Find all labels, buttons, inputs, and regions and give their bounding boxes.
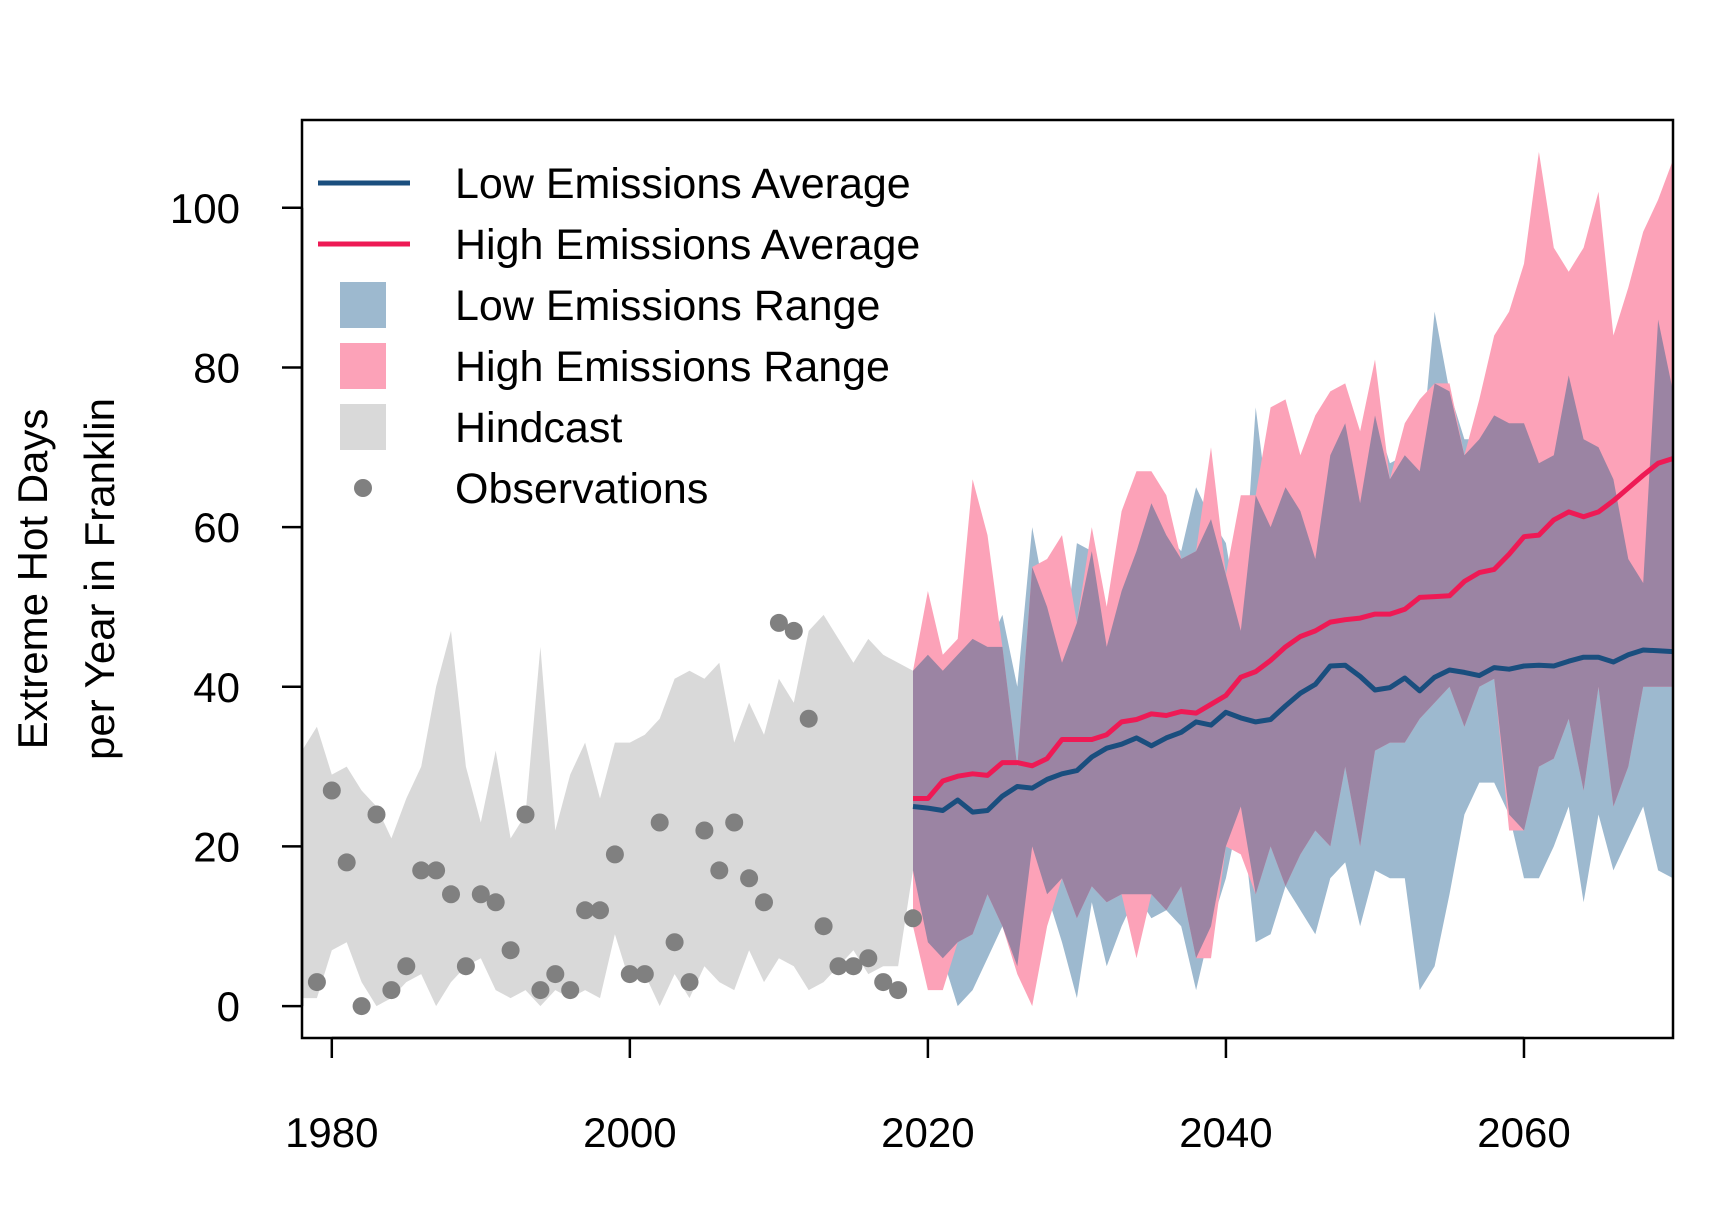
observation-point [546, 965, 565, 984]
observation-point [367, 805, 386, 824]
observation-point [665, 933, 684, 952]
observation-point [486, 893, 505, 912]
x-tick-label: 2000 [583, 1109, 676, 1156]
observation-point [725, 813, 744, 832]
observation-point [307, 973, 326, 992]
observation-point [844, 957, 863, 976]
y-tick-label: 100 [170, 185, 240, 232]
plot-area [302, 151, 1673, 1016]
observation-point [620, 965, 639, 984]
observation-point [591, 901, 609, 920]
observation-point [352, 997, 371, 1016]
observation-point [412, 861, 431, 880]
legend-label: Hindcast [455, 404, 622, 452]
legend-swatch-box [340, 343, 386, 389]
observation-point [904, 909, 922, 928]
observation-point [635, 965, 654, 984]
observation-point [397, 957, 416, 976]
observation-point [576, 901, 595, 920]
y-axis: 0 20 40 60 80 100 [170, 185, 304, 1030]
x-tick-label: 2020 [881, 1109, 974, 1156]
observation-point [814, 917, 833, 936]
observation-point [471, 885, 490, 904]
observation-point [769, 613, 788, 632]
observation-point [799, 709, 818, 728]
y-axis-title-line: per Year in Franklin [76, 398, 123, 760]
observation-point [382, 981, 401, 1000]
observation-point [427, 861, 446, 880]
observation-point [859, 949, 878, 968]
observation-point [829, 957, 848, 976]
observation-point [695, 821, 714, 840]
observation-point [561, 981, 580, 1000]
legend-swatch-box [340, 282, 386, 328]
observation-point [755, 893, 773, 912]
observation-point [680, 973, 699, 992]
observation-point [740, 869, 759, 888]
observation-point [442, 885, 460, 904]
x-tick-label: 2060 [1477, 1109, 1570, 1156]
y-tick-label: 40 [193, 664, 240, 711]
legend-label: High Emissions Average [455, 221, 920, 269]
observation-point [874, 973, 893, 992]
observation-point [501, 941, 520, 960]
x-tick-label: 2040 [1179, 1109, 1272, 1156]
y-tick-label: 80 [193, 344, 240, 391]
observation-point [456, 957, 475, 976]
y-axis-title-line: Extreme Hot Days [9, 409, 56, 750]
high-emissions-average-line [913, 456, 1673, 801]
legend: Low Emissions Average High Emissions Aver… [318, 160, 920, 513]
x-axis: 1980 2000 2020 2040 2060 [285, 1036, 1571, 1156]
observation-point [337, 853, 356, 872]
y-tick-label: 0 [217, 983, 240, 1030]
observation-point [605, 845, 624, 864]
observation-point [516, 805, 535, 824]
legend-swatch-point [354, 479, 372, 497]
legend-label: Low Emissions Range [455, 282, 880, 330]
y-axis-title: Extreme Hot Days per Year in Franklin [9, 398, 123, 760]
low-emissions-average-line [912, 647, 1673, 815]
x-tick-label: 1980 [285, 1109, 378, 1156]
observation-point [531, 981, 550, 1000]
y-tick-label: 60 [193, 504, 240, 551]
legend-label: Low Emissions Average [455, 160, 911, 208]
observation-point [784, 621, 803, 640]
y-tick-label: 20 [193, 823, 240, 870]
observation-point [650, 813, 669, 832]
observation-point [710, 861, 729, 880]
observation-point [322, 781, 341, 800]
legend-label: High Emissions Range [455, 343, 890, 391]
observation-point [889, 981, 908, 1000]
legend-swatch-box [340, 404, 386, 450]
legend-label: Observations [455, 465, 708, 513]
